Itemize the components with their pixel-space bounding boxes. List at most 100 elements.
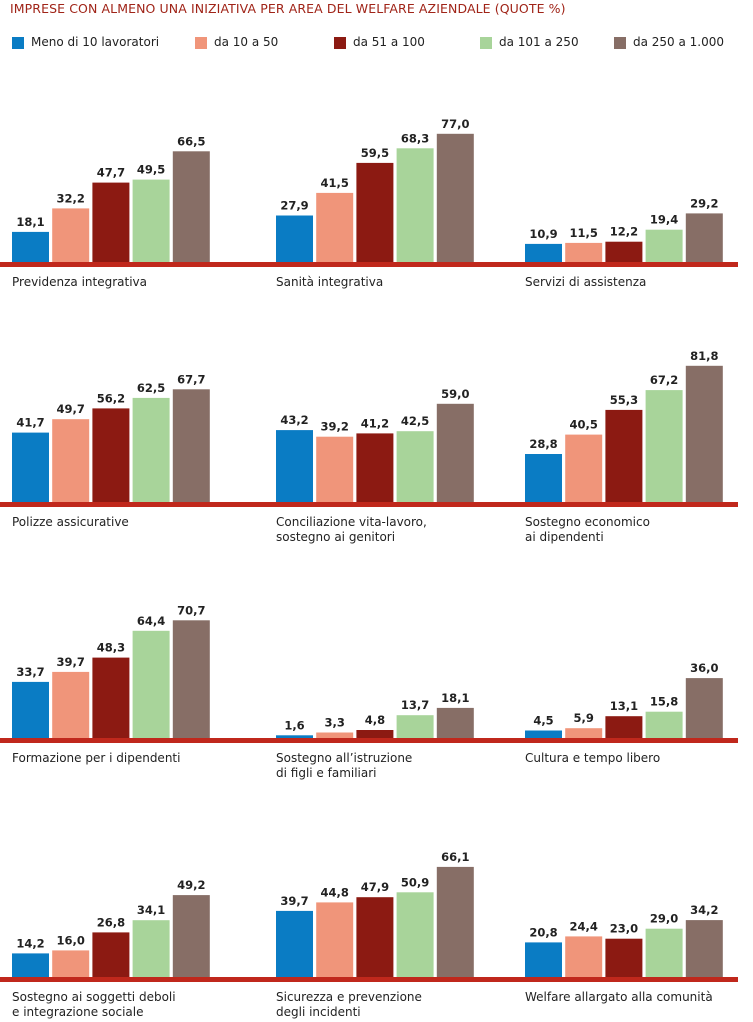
bar-p11-s3: [356, 897, 394, 977]
bar-p1-s2: [52, 208, 90, 262]
bar-p7-s5: [172, 620, 210, 738]
panel-label-11-line-2: degli incidenti: [276, 1005, 361, 1019]
value-label-p10-s3: 26,8: [97, 915, 125, 929]
bar-p2-s5: [436, 133, 474, 262]
bar-p2-s2: [316, 192, 354, 262]
bar-p5-s1: [276, 430, 313, 502]
value-label-p7-s5: 70,7: [177, 603, 205, 617]
value-label-p9-s4: 15,8: [650, 695, 678, 709]
bar-p8-s3: [356, 730, 394, 738]
bar-p9-s2: [565, 728, 603, 738]
value-label-p8-s1: 1,6: [284, 718, 304, 732]
value-label-p6-s1: 28,8: [529, 437, 557, 451]
bar-p5-s5: [436, 403, 474, 502]
value-label-p2-s3: 59,5: [361, 146, 389, 160]
bar-p5-s3: [356, 433, 394, 502]
bar-p5-s2: [316, 436, 354, 502]
value-label-p7-s1: 33,7: [16, 665, 44, 679]
legend-swatch-3: [334, 37, 346, 49]
value-label-p10-s5: 49,2: [177, 878, 205, 892]
bar-p6-s3: [605, 409, 643, 502]
bar-p11-s2: [316, 902, 354, 977]
panel-label-11: Sicurezza e prevenzione: [276, 990, 422, 1004]
bar-p4-s3: [92, 408, 130, 502]
value-label-p9-s2: 5,9: [574, 711, 594, 725]
bar-p10-s5: [172, 895, 210, 977]
panel-label-4: Polizze assicurative: [12, 515, 129, 529]
panel-label-8-line-2: di figli e familiari: [276, 766, 377, 780]
legend: Meno di 10 lavoratori da 10 a 50 da 51 a…: [0, 34, 753, 52]
value-label-p7-s2: 39,7: [57, 655, 85, 669]
value-label-p1-s1: 18,1: [16, 215, 44, 229]
value-label-p3-s5: 29,2: [690, 196, 718, 210]
bar-p2-s4: [396, 148, 434, 262]
value-label-p9-s1: 4,5: [533, 714, 553, 728]
value-label-p3-s3: 12,2: [610, 225, 638, 239]
bar-p12-s2: [565, 936, 603, 977]
bar-p7-s3: [92, 657, 130, 738]
bar-p9-s4: [645, 711, 683, 738]
bar-p1-s1: [12, 231, 49, 262]
bar-p11-s5: [436, 866, 474, 977]
bar-p6-s4: [645, 390, 683, 502]
bar-p12-s1: [525, 942, 562, 977]
bar-p1-s4: [132, 179, 170, 262]
value-label-p4-s4: 62,5: [137, 381, 165, 395]
value-label-p7-s3: 48,3: [97, 641, 125, 655]
value-label-p3-s1: 10,9: [529, 227, 557, 241]
bar-p10-s1: [12, 953, 49, 977]
value-label-p4-s5: 67,7: [177, 372, 205, 386]
value-label-p5-s3: 41,2: [361, 416, 389, 430]
bar-p2-s1: [276, 215, 313, 262]
bar-p7-s1: [12, 681, 49, 738]
value-label-p12-s3: 23,0: [610, 922, 638, 936]
panel-label-6-line-2: ai dipendenti: [525, 530, 604, 544]
value-label-p3-s2: 11,5: [570, 226, 598, 240]
baseline-row-3: [0, 738, 738, 743]
bar-p3-s5: [685, 213, 723, 262]
value-label-p11-s5: 66,1: [441, 850, 469, 864]
baseline-row-2: [0, 502, 738, 507]
bar-p12-s3: [605, 938, 643, 977]
bar-p8-s2: [316, 732, 354, 738]
panel-label-5-line-2: sostegno ai genitori: [276, 530, 395, 544]
bar-p12-s4: [645, 928, 683, 977]
bar-p10-s3: [92, 932, 130, 977]
baseline-row-4: [0, 977, 738, 982]
panel-label-8: Sostegno all’istruzione: [276, 751, 412, 765]
value-label-p5-s4: 42,5: [401, 414, 429, 428]
value-label-p9-s3: 13,1: [610, 699, 638, 713]
bar-p8-s5: [436, 707, 474, 738]
legend-label-4: da 101 a 250: [499, 35, 579, 49]
value-label-p1-s2: 32,2: [57, 191, 85, 205]
legend-swatch-1: [12, 37, 24, 49]
value-label-p11-s1: 39,7: [280, 894, 308, 908]
value-label-p5-s2: 39,2: [321, 420, 349, 434]
bar-p8-s4: [396, 715, 434, 738]
bar-p1-s3: [92, 182, 130, 262]
legend-swatch-2: [195, 37, 207, 49]
value-label-p8-s4: 13,7: [401, 698, 429, 712]
bar-p9-s3: [605, 716, 643, 738]
panel-label-10-line-2: e integrazione sociale: [12, 1005, 144, 1019]
value-label-p1-s4: 49,5: [137, 163, 165, 177]
bar-p3-s3: [605, 241, 643, 262]
bar-p7-s2: [52, 671, 90, 738]
value-label-p8-s3: 4,8: [365, 713, 385, 727]
bar-p6-s5: [685, 365, 723, 502]
panel-label-9: Cultura e tempo libero: [525, 751, 660, 765]
bar-p5-s4: [396, 431, 434, 502]
value-label-p8-s2: 3,3: [325, 716, 345, 730]
value-label-p4-s3: 56,2: [97, 391, 125, 405]
value-label-p12-s4: 29,0: [650, 912, 678, 926]
bar-p11-s4: [396, 892, 434, 977]
bar-p4-s5: [172, 389, 210, 502]
panel-label-10: Sostegno ai soggetti deboli: [12, 990, 176, 1004]
bar-p11-s1: [276, 910, 313, 977]
value-label-p5-s5: 59,0: [441, 387, 469, 401]
value-label-p12-s5: 34,2: [690, 903, 718, 917]
legend-label-5: da 250 a 1.000: [633, 35, 725, 49]
bar-p4-s4: [132, 397, 170, 502]
panel-label-1: Previdenza integrativa: [12, 275, 147, 289]
